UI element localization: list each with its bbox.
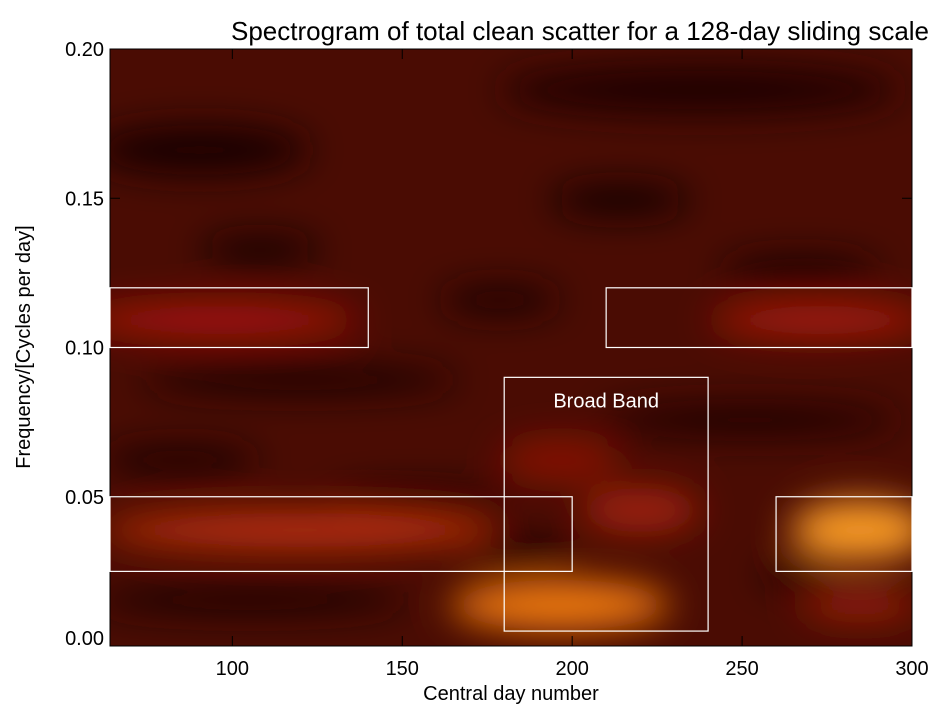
region-box <box>109 496 573 572</box>
region-box <box>775 496 913 572</box>
y-tick-label: 0.15 <box>65 188 104 210</box>
x-tick-label: 250 <box>725 658 758 680</box>
region-label: Broad Band <box>553 390 659 412</box>
x-tick-label: 300 <box>895 658 928 680</box>
chart-title: Spectrogram of total clean scatter for a… <box>231 16 929 46</box>
x-tick-label: 100 <box>216 658 249 680</box>
x-tick-label: 150 <box>386 658 419 680</box>
region-box <box>503 376 709 632</box>
y-tick-label: 0.10 <box>65 338 104 360</box>
y-tick-label: 0.20 <box>65 39 104 61</box>
y-tick-label: 0.05 <box>65 487 104 509</box>
y-tick-label: 0.00 <box>65 628 104 650</box>
x-axis-label: Central day number <box>423 683 599 705</box>
region-box <box>109 287 369 349</box>
y-axis-label: Frequency/[Cycles per day] <box>13 225 35 468</box>
region-box <box>605 287 913 349</box>
x-tick-label: 200 <box>555 658 588 680</box>
